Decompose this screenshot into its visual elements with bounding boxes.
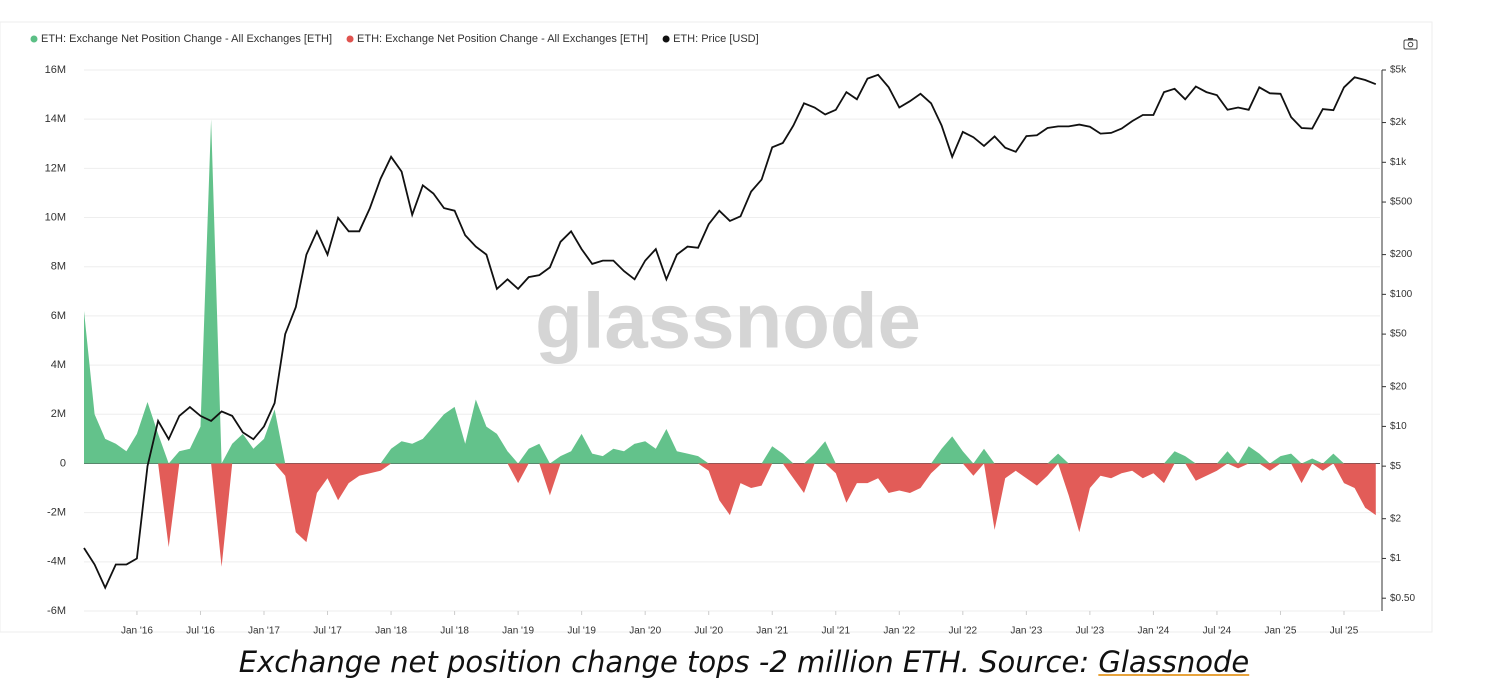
x-tick-label: Jul '21 xyxy=(821,626,850,637)
y-tick-label: 16M xyxy=(45,64,66,76)
x-tick-label: Jan '25 xyxy=(1265,626,1297,637)
y-tick-label: -6M xyxy=(47,605,66,617)
y2-tick-label: $5 xyxy=(1390,461,1402,472)
y-tick-label: 10M xyxy=(45,211,66,223)
y2-tick-label: $10 xyxy=(1390,421,1407,432)
x-tick-label: Jul '25 xyxy=(1330,626,1359,637)
x-tick-label: Jul '17 xyxy=(313,626,342,637)
y2-tick-label: $5k xyxy=(1390,65,1407,76)
y-tick-label: 2M xyxy=(51,408,66,420)
legend-label[interactable]: ETH: Price [USD] xyxy=(673,33,759,45)
watermark: glassnode xyxy=(535,277,921,365)
x-tick-label: Jan '23 xyxy=(1010,626,1042,637)
x-tick-label: Jul '20 xyxy=(694,626,723,637)
y2-tick-label: $500 xyxy=(1390,197,1413,208)
x-tick-label: Jul '24 xyxy=(1203,626,1232,637)
x-tick-label: Jan '16 xyxy=(121,626,153,637)
caption: Exchange net position change tops -2 mil… xyxy=(238,645,1090,679)
x-tick-label: Jan '22 xyxy=(883,626,915,637)
x-tick-label: Jul '23 xyxy=(1076,626,1105,637)
y-tick-label: -2M xyxy=(47,507,66,519)
x-tick-label: Jan '19 xyxy=(502,626,534,637)
x-tick-label: Jan '17 xyxy=(248,626,280,637)
y-tick-label: 14M xyxy=(45,113,66,125)
y2-tick-label: $1k xyxy=(1390,157,1407,168)
x-tick-label: Jul '19 xyxy=(567,626,596,637)
legend: ETH: Exchange Net Position Change - All … xyxy=(30,33,759,45)
y-tick-label: 0 xyxy=(60,457,66,469)
caption-link[interactable]: Glassnode xyxy=(1098,645,1250,679)
camera-icon[interactable] xyxy=(1403,38,1418,50)
price-line xyxy=(83,73,1377,590)
y-tick-label: 4M xyxy=(51,359,66,371)
y2-tick-label: $2k xyxy=(1390,117,1407,128)
caption-box: Exchange net position change tops -2 mil… xyxy=(0,645,1488,679)
x-tick-label: Jan '18 xyxy=(375,626,407,637)
area xyxy=(84,119,1376,464)
y2-tick-label: $200 xyxy=(1390,249,1413,260)
legend-dot xyxy=(30,35,38,43)
chart-frame xyxy=(0,21,1433,633)
x-tick-label: Jan '20 xyxy=(629,626,661,637)
x-tick-label: Jul '22 xyxy=(949,626,978,637)
y-tick-label: -4M xyxy=(47,556,66,568)
y2-tick-label: $20 xyxy=(1390,381,1407,392)
legend-dot xyxy=(662,35,670,43)
y2-tick-label: $0.50 xyxy=(1390,593,1415,604)
y2-tick-label: $50 xyxy=(1390,329,1407,340)
x-tick-label: Jul '16 xyxy=(186,626,215,637)
y-tick-label: 6M xyxy=(51,310,66,322)
x-tick-label: Jan '21 xyxy=(756,626,788,637)
legend-label[interactable]: ETH: Exchange Net Position Change - All … xyxy=(41,33,332,45)
x-tick-label: Jan '24 xyxy=(1137,626,1169,637)
x-tick-label: Jul '18 xyxy=(440,626,469,637)
legend-dot xyxy=(346,35,354,43)
y2-tick-label: $1 xyxy=(1390,553,1402,564)
legend-label[interactable]: ETH: Exchange Net Position Change - All … xyxy=(357,33,648,45)
y-tick-label: 12M xyxy=(45,162,66,174)
y-tick-label: 8M xyxy=(51,261,66,273)
area xyxy=(84,463,1376,567)
y2-tick-label: $2 xyxy=(1390,513,1402,524)
chart: -6M -4M -2M 0 2M 4M 6M 8M 10M 12M 14M 16M $0.50 $1 $2 $… xyxy=(0,21,1433,637)
y2-tick-label: $100 xyxy=(1390,289,1413,300)
